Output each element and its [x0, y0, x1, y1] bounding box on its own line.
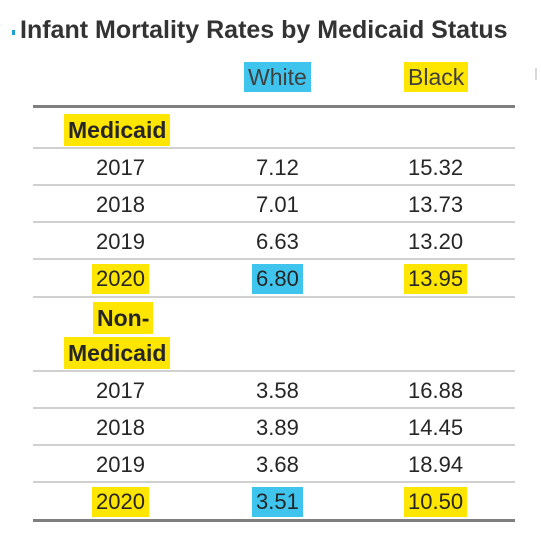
table-cell-black: 13.73 — [408, 192, 464, 217]
column-header-white: White — [244, 62, 311, 92]
row-divider — [33, 296, 515, 298]
table-cell-black: 16.88 — [408, 378, 464, 403]
table-cell-black-highlighted: 13.95 — [404, 264, 468, 294]
table-cell-black: 14.45 — [408, 415, 464, 440]
table-cell-white: 6.63 — [256, 229, 299, 254]
row-divider — [33, 370, 515, 372]
table-cell-white: 3.68 — [256, 452, 299, 477]
table-cell-black-highlighted: 10.50 — [404, 487, 468, 517]
row-divider — [33, 221, 515, 223]
row-divider — [33, 444, 515, 446]
table-cell-white: 3.58 — [256, 378, 299, 403]
table-cell-white: 7.01 — [256, 192, 299, 217]
table-cell-black: 13.20 — [408, 229, 464, 254]
table-cell-year: 2017 — [96, 155, 145, 180]
table-top-rule — [33, 105, 515, 108]
table-cell-black: 15.32 — [408, 155, 464, 180]
table-bottom-rule — [33, 519, 515, 522]
column-header-black: Black — [404, 62, 469, 92]
title-bullet-mark — [12, 30, 15, 35]
table-cell-white: 7.12 — [256, 155, 299, 180]
row-divider — [33, 147, 515, 149]
table-cell-year-highlighted: 2020 — [92, 487, 149, 517]
row-divider — [33, 481, 515, 483]
table-cell-white-highlighted: 6.80 — [252, 264, 303, 294]
table-cell-year: 2018 — [96, 415, 145, 440]
row-divider — [33, 184, 515, 186]
group-label-medicaid: Medicaid — [64, 114, 171, 146]
table-cell-black: 18.94 — [408, 452, 464, 477]
table-cell-year: 2017 — [96, 378, 145, 403]
table-cell-year-highlighted: 2020 — [92, 264, 149, 294]
page-title: Infant Mortality Rates by Medicaid Statu… — [20, 16, 508, 44]
table-cell-year: 2019 — [96, 229, 145, 254]
group-label-non-medicaid-line-1: Non- — [93, 302, 154, 334]
row-divider — [33, 407, 515, 409]
table-cell-year: 2019 — [96, 452, 145, 477]
edge-mark — [535, 68, 537, 80]
table-cell-year: 2018 — [96, 192, 145, 217]
table-cell-white: 3.89 — [256, 415, 299, 440]
table-cell-white-highlighted: 3.51 — [252, 487, 303, 517]
row-divider — [33, 258, 515, 260]
group-label-non-medicaid-line-2: Medicaid — [64, 337, 171, 369]
